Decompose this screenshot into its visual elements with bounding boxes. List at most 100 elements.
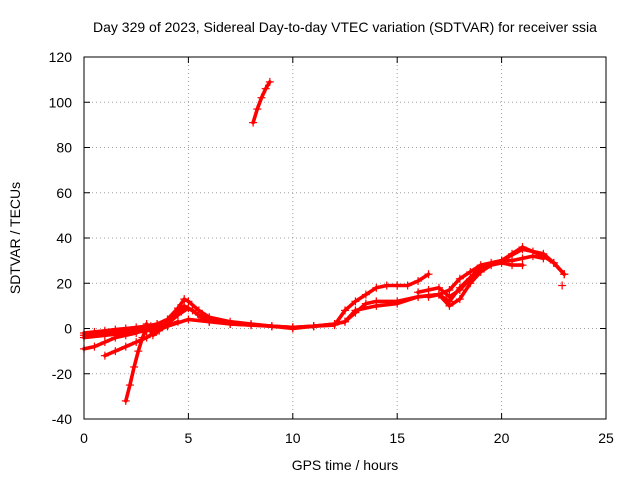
y-tick-label: 40 <box>56 230 72 246</box>
data-point <box>309 322 318 331</box>
data-point <box>267 322 276 331</box>
x-tick-label: 0 <box>80 430 88 446</box>
y-tick-label: -40 <box>52 411 72 427</box>
data-point <box>180 301 189 310</box>
y-axis-label: SDTVAR / TECUs <box>7 182 23 294</box>
data-point <box>173 317 182 326</box>
data-point <box>226 319 235 328</box>
series-trace <box>426 261 525 308</box>
data-point <box>455 295 464 304</box>
data-point <box>518 254 527 263</box>
data-point <box>539 254 548 263</box>
data-point <box>265 77 274 86</box>
y-tick-label: 80 <box>56 140 72 156</box>
data-point <box>184 297 193 306</box>
data-point <box>100 338 109 347</box>
data-point <box>558 281 567 290</box>
data-point <box>351 297 360 306</box>
data-point <box>121 331 130 340</box>
y-tick-label: -20 <box>52 366 72 382</box>
x-axis-label: GPS time / hours <box>292 457 399 473</box>
data-point <box>508 261 517 270</box>
data-point <box>341 306 349 315</box>
data-point <box>518 261 527 270</box>
data-point <box>434 283 443 292</box>
data-point <box>155 326 164 335</box>
data-point <box>138 333 147 342</box>
data-point <box>455 274 464 283</box>
data-point <box>518 243 527 252</box>
data-point <box>121 342 130 351</box>
x-tick-label: 20 <box>494 430 510 446</box>
data-point <box>372 301 381 310</box>
data-point <box>261 84 270 93</box>
data-point <box>288 324 297 333</box>
data-point <box>249 118 258 127</box>
data-point <box>497 258 506 267</box>
data-point <box>142 319 151 328</box>
data-point <box>132 329 141 338</box>
data-point <box>205 317 214 326</box>
data-point <box>361 299 370 308</box>
data-point <box>100 331 109 340</box>
data-point <box>163 317 172 326</box>
data-point <box>134 347 143 356</box>
data-point <box>351 306 360 315</box>
data-point <box>247 321 256 330</box>
y-tick-label: 120 <box>49 49 73 65</box>
data-point <box>434 290 443 299</box>
data-point <box>330 319 339 328</box>
y-tick-label: 100 <box>49 94 73 110</box>
x-tick-label: 25 <box>598 430 614 446</box>
data-point <box>549 258 558 267</box>
data-point <box>196 313 205 322</box>
data-point <box>466 279 475 288</box>
data-series-layer <box>80 77 569 405</box>
data-point <box>445 301 454 310</box>
data-point <box>111 333 120 342</box>
data-point <box>132 338 141 347</box>
data-point <box>528 252 537 261</box>
chart-title: Day 329 of 2023, Sidereal Day-to-day VTE… <box>93 19 597 35</box>
data-point <box>424 292 433 301</box>
x-tick-label: 5 <box>185 430 193 446</box>
data-point <box>424 286 433 295</box>
data-point <box>445 286 454 295</box>
data-point <box>445 292 454 301</box>
data-point <box>487 261 496 270</box>
grid-lines <box>84 57 606 419</box>
data-point <box>125 381 134 390</box>
data-point <box>188 306 197 315</box>
data-point <box>455 286 464 295</box>
data-point <box>253 105 262 114</box>
data-point <box>100 351 109 360</box>
data-point <box>171 310 180 319</box>
data-point <box>414 276 423 285</box>
data-point <box>184 315 193 324</box>
data-point <box>148 331 157 340</box>
data-point <box>476 267 485 276</box>
data-point <box>466 267 475 276</box>
data-point <box>382 281 391 290</box>
data-point <box>121 396 130 405</box>
x-tick-label: 15 <box>389 430 405 446</box>
y-tick-label: 0 <box>64 321 72 337</box>
data-point <box>372 283 381 292</box>
data-point <box>180 295 189 304</box>
x-tick-label: 10 <box>285 430 301 446</box>
data-point <box>90 342 99 351</box>
series-arc-high <box>249 77 274 127</box>
data-point <box>130 362 139 371</box>
data-point <box>361 290 370 299</box>
data-point <box>414 288 423 297</box>
data-point <box>393 281 402 290</box>
data-point <box>424 270 433 279</box>
y-tick-label: 60 <box>56 185 72 201</box>
y-tick-label: 20 <box>56 275 72 291</box>
data-point <box>560 270 569 279</box>
series-outlier <box>558 281 567 290</box>
axis-ticks: 0 5 10 15 20 25 -40 -20 0 20 40 60 80 100 120 <box>49 49 614 446</box>
data-point <box>393 299 402 308</box>
